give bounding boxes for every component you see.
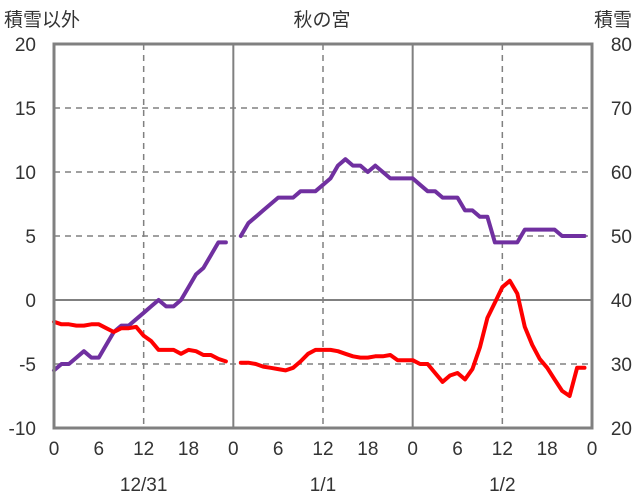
x-tick-label: 12 xyxy=(133,439,154,460)
right-y-tick-label: 50 xyxy=(611,227,632,248)
x-tick-label: 18 xyxy=(537,439,558,460)
x-day-label: 12/31 xyxy=(120,475,168,496)
x-tick-label: 12 xyxy=(492,439,513,460)
snow-depth-line xyxy=(238,157,587,245)
x-tick-label: 6 xyxy=(94,439,105,460)
temperature-line xyxy=(238,278,587,398)
x-tick-label: 18 xyxy=(357,439,378,460)
x-tick-label: 0 xyxy=(49,439,60,460)
right-y-tick-label: 80 xyxy=(611,35,632,56)
left-axis-label: 積雪以外 xyxy=(4,9,80,31)
x-tick-label: 6 xyxy=(452,439,463,460)
right-y-tick-label: 20 xyxy=(611,419,632,440)
plot-frame xyxy=(52,42,594,430)
x-tick-label: 0 xyxy=(587,439,598,460)
right-axis-label: 積雪 xyxy=(594,9,632,31)
right-y-tick-label: 70 xyxy=(611,99,632,120)
left-y-tick-label: 5 xyxy=(25,227,36,248)
right-y-tick-label: 30 xyxy=(611,355,632,376)
temperature-line xyxy=(52,319,228,364)
grid-lines xyxy=(54,44,592,428)
data-series xyxy=(52,157,587,398)
left-y-tick-label: 10 xyxy=(15,163,36,184)
x-tick-label: 18 xyxy=(178,439,199,460)
x-day-label: 1/1 xyxy=(310,475,336,496)
x-tick-label: 12 xyxy=(312,439,333,460)
x-tick-label: 0 xyxy=(228,439,239,460)
snow-depth-line xyxy=(52,240,228,373)
x-tick-label: 0 xyxy=(407,439,418,460)
chart-title: 秋の宮 xyxy=(293,9,350,31)
x-day-label: 1/2 xyxy=(489,475,515,496)
left-y-tick-label: 20 xyxy=(15,35,36,56)
left-y-tick-label: -10 xyxy=(9,419,36,440)
left-y-tick-label: 0 xyxy=(25,291,36,312)
x-tick-label: 6 xyxy=(273,439,284,460)
left-y-tick-label: -5 xyxy=(19,355,36,376)
right-y-tick-label: 60 xyxy=(611,163,632,184)
right-y-tick-label: 40 xyxy=(611,291,632,312)
left-y-tick-label: 15 xyxy=(15,99,36,120)
